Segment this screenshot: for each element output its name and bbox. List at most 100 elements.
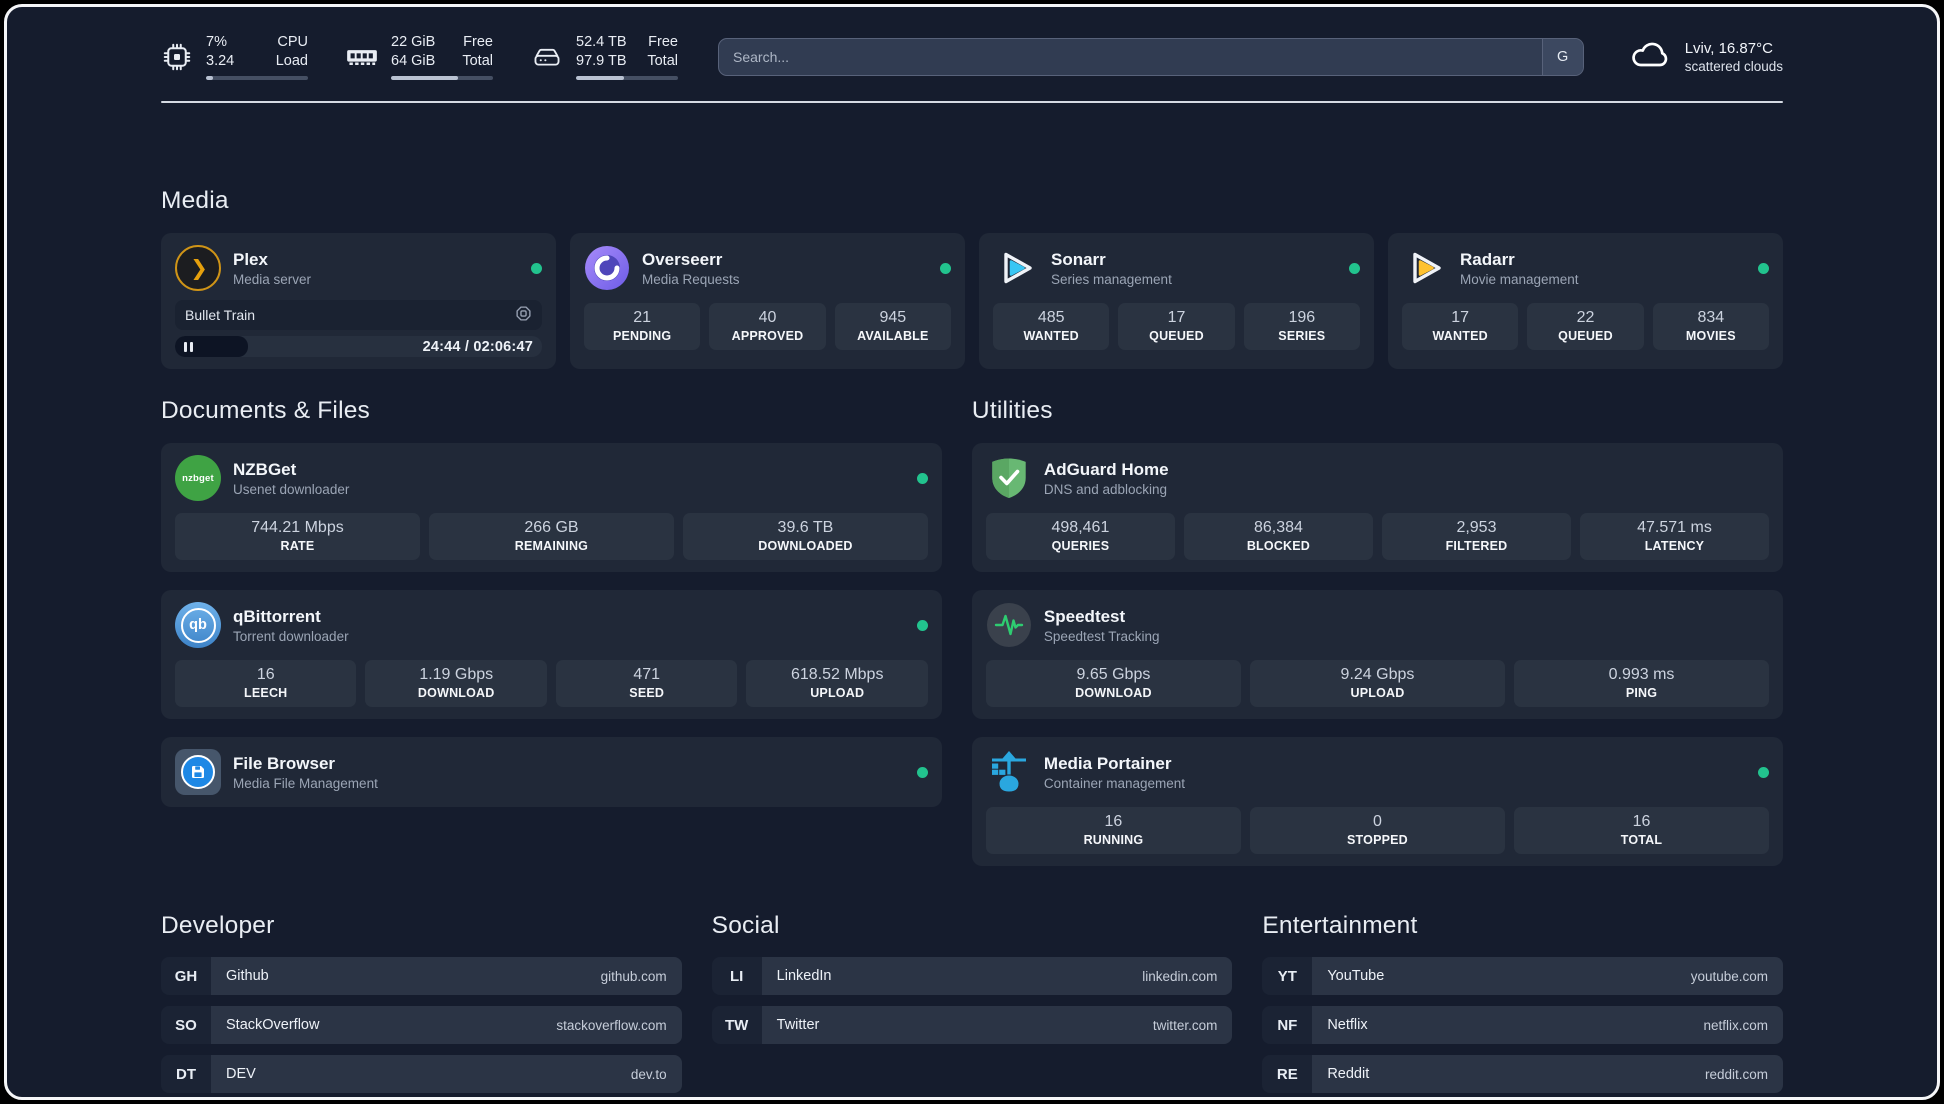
stat-value: 471	[633, 666, 661, 684]
bookmark-netflix[interactable]: NF Netflix netflix.com	[1262, 1006, 1783, 1045]
stat-box: 17 QUEUED	[1118, 303, 1235, 351]
memory-widget: 22 GiB 64 GiB Free Total	[346, 33, 493, 81]
stat-box: 9.24 Gbps UPLOAD	[1249, 660, 1505, 708]
bookmark-stackoverflow[interactable]: SO StackOverflow stackoverflow.com	[161, 1006, 682, 1045]
app-card-plex[interactable]: ❯ Plex Media server Bullet Train	[161, 233, 556, 370]
stat-value: 39.6 TB	[777, 519, 834, 537]
weather-condition: scattered clouds	[1684, 58, 1783, 74]
memory-progress-bar	[391, 76, 493, 81]
stat-label: STOPPED	[1347, 833, 1408, 848]
bookmark-abbr: DT	[161, 1055, 211, 1094]
stat-label: DOWNLOAD	[417, 686, 495, 701]
app-card-radarr[interactable]: Radarr Movie management 17 WANTED 22 QUE…	[1388, 233, 1783, 370]
stat-label: UPLOAD	[810, 686, 865, 701]
app-description: Usenet downloader	[233, 481, 350, 497]
section-title-developer: Developer	[161, 912, 275, 940]
cpu-widget: 7% 3.24 CPU Load	[161, 33, 308, 81]
bookmark-github[interactable]: GH Github github.com	[161, 957, 682, 996]
stat-value: 1.19 Gbps	[419, 666, 494, 684]
bookmark-abbr: NF	[1262, 1006, 1313, 1045]
weather-widget: Lviv, 16.87°C scattered clouds	[1628, 38, 1783, 75]
memory-total-value: 64 GiB	[391, 53, 436, 70]
disk-progress-bar	[576, 76, 678, 81]
bookmark-url: netflix.com	[1703, 1017, 1768, 1033]
bookmark-linkedin[interactable]: LI LinkedIn linkedin.com	[711, 957, 1233, 996]
memory-free-label: Free	[463, 34, 493, 50]
app-card-portainer[interactable]: Media Portainer Container management 16 …	[971, 737, 1783, 867]
filebrowser-icon	[175, 749, 221, 796]
stat-box: 2,953 FILTERED	[1381, 513, 1571, 561]
stat-label: QUEUED	[1558, 329, 1613, 344]
search-input[interactable]	[718, 37, 1584, 76]
stat-box: 498,461 QUERIES	[985, 513, 1175, 561]
bookmark-url: github.com	[600, 968, 667, 984]
stat-label: REMAINING	[514, 539, 589, 554]
top-bar: 7% 3.24 CPU Load	[161, 33, 1783, 81]
stat-label: TOTAL	[1620, 833, 1663, 848]
stat-label: QUEUED	[1149, 329, 1204, 344]
disk-widget: 52.4 TB 97.9 TB Free Total	[531, 33, 678, 81]
stat-value: 498,461	[1051, 519, 1110, 537]
section-title-social: Social	[711, 912, 780, 940]
bookmark-twitter[interactable]: TW Twitter twitter.com	[711, 1006, 1233, 1045]
search-provider-button[interactable]: G	[1541, 38, 1583, 75]
bookmark-youtube[interactable]: YT YouTube youtube.com	[1262, 957, 1783, 996]
status-indicator	[940, 262, 951, 274]
stat-value: 17	[1451, 309, 1470, 327]
memory-progress-fill	[391, 76, 459, 81]
stat-box: 0 STOPPED	[1249, 807, 1505, 855]
section-title-documents: Documents & Files	[161, 397, 370, 425]
bookmark-name: YouTube	[1327, 968, 1385, 985]
stat-value: 40	[758, 309, 777, 327]
nzbget-icon: nzbget	[175, 455, 221, 502]
app-description: Series management	[1051, 271, 1172, 287]
bookmark-dev[interactable]: DT DEV dev.to	[161, 1055, 682, 1094]
app-name: Plex	[233, 249, 268, 269]
app-card-speedtest[interactable]: Speedtest Speedtest Tracking 9.65 Gbps D…	[971, 590, 1783, 720]
cpu-progress-fill	[206, 76, 214, 81]
stat-label: QUERIES	[1051, 539, 1110, 554]
bookmark-name: DEV	[226, 1066, 256, 1083]
status-indicator	[916, 766, 928, 778]
stat-value: 9.65 Gbps	[1076, 666, 1151, 684]
app-card-overseerr[interactable]: Overseerr Media Requests 21 PENDING 40 A…	[570, 233, 965, 370]
stat-value: 485	[1037, 309, 1065, 327]
cpu-load-label: Load	[275, 53, 308, 70]
app-description: DNS and adblocking	[1043, 481, 1167, 497]
bookmark-abbr: YT	[1262, 957, 1313, 996]
app-card-qbittorrent[interactable]: qb qBittorrent Torrent downloader 16 LEE…	[161, 590, 942, 720]
app-card-adguard[interactable]: AdGuard Home DNS and adblocking 498,461 …	[971, 443, 1783, 573]
stat-box: 485 WANTED	[993, 303, 1110, 351]
bookmark-name: Twitter	[776, 1017, 820, 1034]
stat-label: RUNNING	[1083, 833, 1144, 848]
status-indicator	[1758, 766, 1769, 778]
cpu-load-value: 3.24	[206, 53, 235, 70]
stat-label: LEECH	[244, 686, 288, 701]
app-description: Media server	[233, 271, 312, 287]
app-card-nzbget[interactable]: nzbget NZBGet Usenet downloader 744.21 M…	[161, 443, 942, 573]
stat-value: 945	[879, 309, 907, 327]
playback-progress-fill	[175, 336, 249, 358]
cloud-icon	[1628, 38, 1672, 75]
stat-value: 196	[1288, 309, 1316, 327]
bookmark-url: reddit.com	[1704, 1066, 1768, 1082]
stat-value: 16	[256, 666, 275, 684]
session-icon	[515, 305, 532, 325]
playback-progress-bar: 24:44 / 02:06:47	[175, 336, 542, 358]
stat-box: 47.571 ms LATENCY	[1579, 513, 1769, 561]
playback-time: 24:44 / 02:06:47	[422, 338, 533, 355]
section-title-media: Media	[161, 187, 229, 215]
stat-box: 40 APPROVED	[709, 303, 826, 351]
stat-box: 16 TOTAL	[1513, 807, 1770, 855]
cpu-usage-value: 7%	[206, 34, 227, 50]
app-card-filebrowser[interactable]: File Browser Media File Management	[161, 737, 942, 808]
stat-value: 16	[1632, 813, 1651, 831]
stat-box: 9.65 Gbps DOWNLOAD	[985, 660, 1241, 708]
stat-box: 0.993 ms PING	[1513, 660, 1770, 708]
stat-value: 17	[1167, 309, 1186, 327]
stat-label: WANTED	[1023, 329, 1079, 344]
plex-icon: ❯	[175, 245, 221, 292]
app-card-sonarr[interactable]: Sonarr Series management 485 WANTED 17 Q…	[979, 233, 1374, 370]
bookmark-reddit[interactable]: RE Reddit reddit.com	[1262, 1055, 1783, 1094]
stat-value: 9.24 Gbps	[1340, 666, 1415, 684]
